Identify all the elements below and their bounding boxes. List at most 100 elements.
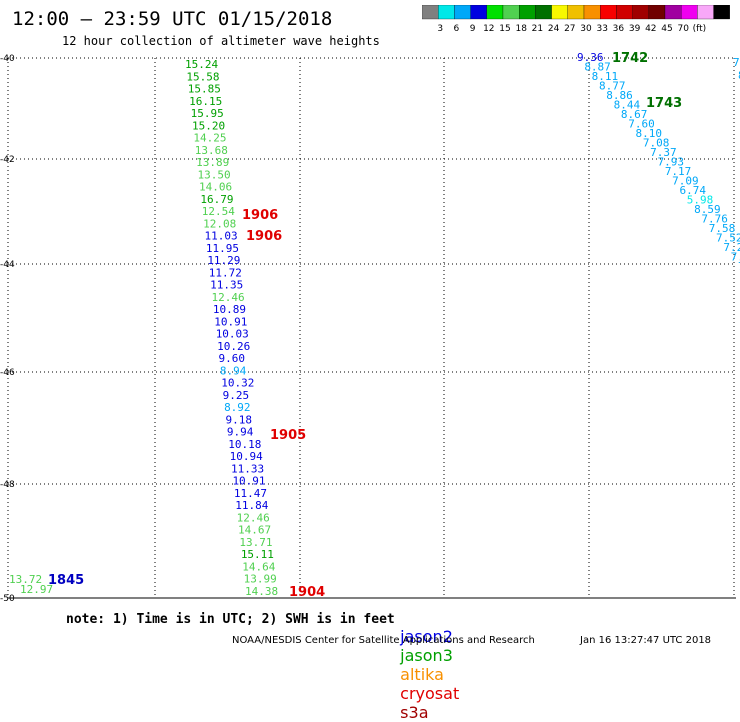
y-tick-label: -50 <box>0 594 15 604</box>
wave-height-label: 7.28 <box>723 241 740 254</box>
wave-height-label: 11.29 <box>207 254 240 267</box>
wave-height-label: 15.11 <box>241 548 274 561</box>
legend-label: 24 <box>548 24 560 34</box>
time-label: 1742 <box>612 51 648 66</box>
wave-height-label: 12.97 <box>20 583 53 596</box>
wave-height-label: 13.89 <box>196 156 229 169</box>
legend-label: 6 <box>454 24 460 34</box>
wave-height-label: 10.32 <box>221 377 254 390</box>
wave-height-label: 8.77 <box>599 80 626 93</box>
wave-height-label: 10.94 <box>230 450 263 463</box>
wave-height-label: 9.60 <box>218 352 245 365</box>
wave-height-label: 11.84 <box>235 499 268 512</box>
time-label: 1845 <box>48 573 84 588</box>
wave-height-label: 11.95 <box>206 242 239 255</box>
footnote: note: 1) Time is in UTC; 2) SWH is in fe… <box>66 612 395 627</box>
wave-height-label: 8.67 <box>621 108 648 121</box>
time-label: 1904 <box>289 585 325 600</box>
legend-label: 3 <box>437 24 443 34</box>
satellite-s3a: s3a <box>400 703 429 722</box>
wave-height-label: 12.46 <box>237 511 270 524</box>
wave-height-map: -150-147-144-141-138-135-40-42-44-46-48-… <box>0 51 740 604</box>
wave-height-label: 15.20 <box>192 119 225 132</box>
wave-height-label: 7.93 <box>658 156 685 169</box>
wave-height-label: 7.60 <box>628 118 655 131</box>
wave-height-label: 11.35 <box>210 279 243 292</box>
legend-label: 39 <box>629 24 641 34</box>
wave-height-label: 7.52 <box>716 232 740 245</box>
wave-height-label: 14.38 <box>245 585 278 598</box>
wave-height-label: 9.94 <box>227 426 254 439</box>
legend-label: 27 <box>564 24 575 34</box>
wave-height-label: 13.99 <box>244 573 277 586</box>
wave-height-label: 7.09 <box>672 175 699 188</box>
legend-label: 30 <box>580 24 592 34</box>
y-tick-label: -42 <box>0 155 15 165</box>
wave-height-label: 10.18 <box>228 438 261 451</box>
y-tick-label: -44 <box>0 260 15 270</box>
wave-height-label: 9.18 <box>225 413 252 426</box>
map-title: 12:00 — 23:59 UTC 01/15/2018 <box>12 8 333 30</box>
wave-height-label: 16.15 <box>189 95 222 108</box>
legend-label: 33 <box>596 24 607 34</box>
legend-label: 15 <box>499 24 510 34</box>
wave-height-label: 15.58 <box>186 70 219 83</box>
legend-swatch <box>713 5 730 20</box>
legend-label: 36 <box>613 24 625 34</box>
wave-height-label: 7.08 <box>643 137 670 150</box>
wave-height-label: 10.91 <box>232 475 265 488</box>
wave-height-label: 8.92 <box>224 401 251 414</box>
wave-height-label: 10.89 <box>213 303 246 316</box>
legend-label: 18 <box>515 24 527 34</box>
wave-height-label: 16.79 <box>200 193 233 206</box>
wave-height-label: 13.50 <box>198 168 231 181</box>
wave-height-label: 12.08 <box>203 217 236 230</box>
legend-label: 12 <box>483 24 494 34</box>
generated-timestamp: Jan 16 13:27:47 UTC 2018 <box>580 635 712 646</box>
wave-height-label: 12.46 <box>212 291 245 304</box>
wave-height-label: 14.06 <box>199 181 232 194</box>
time-label: 1906 <box>246 229 282 244</box>
legend-label: 9 <box>470 24 476 34</box>
wave-height-label: 14.25 <box>193 132 226 145</box>
wave-height-label: 9.25 <box>223 389 250 402</box>
time-labels: 1742 1743 1906 1906 1905 1904 1845 <box>48 51 682 600</box>
wave-height-label: 10.26 <box>217 340 250 353</box>
satellite-legend: jason2 jason3 altika cryosat s3a <box>390 608 469 722</box>
wave-height-label: 14.67 <box>238 524 271 537</box>
y-tick-label: -40 <box>0 54 15 64</box>
legend-label: 21 <box>532 24 543 34</box>
wave-height-label: 15.24 <box>185 58 218 71</box>
wave-height-label: 8.87 <box>584 61 611 74</box>
wave-height-label: 11.03 <box>205 230 238 243</box>
y-tick-label: -46 <box>0 368 15 378</box>
wave-height-label: 8.44 <box>614 99 641 112</box>
wave-height-label: 11.47 <box>234 487 267 500</box>
wave-height-label: 7.37 <box>650 146 677 159</box>
wave-height-label: 7 <box>738 260 740 273</box>
time-label: 1743 <box>646 96 682 111</box>
wave-height-label: 6.74 <box>679 184 706 197</box>
wave-height-labels: 15.2415.5815.8516.1515.9515.2014.2513.68… <box>9 51 740 598</box>
map-subtitle: 12 hour collection of altimeter wave hei… <box>62 34 380 48</box>
time-label: 1905 <box>270 428 306 443</box>
color-legend: 3 6 9 12 15 18 21 24 27 30 33 36 39 42 45 70 (ft) <box>422 5 730 34</box>
wave-height-label: 14.64 <box>242 560 275 573</box>
wave-height-label: 8.10 <box>636 127 663 140</box>
satellite-jason3: jason3 <box>400 646 453 665</box>
y-tick-label: -48 <box>0 480 15 490</box>
wave-height-label: 8 <box>738 69 740 82</box>
wave-height-label: 10.03 <box>216 328 249 341</box>
wave-height-label: 8.11 <box>592 70 619 83</box>
legend-label: 70 <box>677 24 689 34</box>
wave-height-label: 8.86 <box>606 89 633 102</box>
satellite-cryosat: cryosat <box>400 684 460 703</box>
wave-height-label: 5.98 <box>687 194 714 207</box>
wave-height-label: 15.95 <box>191 107 224 120</box>
wave-height-label: 13.68 <box>195 144 228 157</box>
wave-height-label: 7.76 <box>701 213 728 226</box>
wave-height-label: 7.58 <box>709 222 736 235</box>
wave-height-label: 7. <box>733 56 740 69</box>
wave-height-label: 9.36 <box>577 51 604 64</box>
legend-label: 45 <box>661 24 672 34</box>
